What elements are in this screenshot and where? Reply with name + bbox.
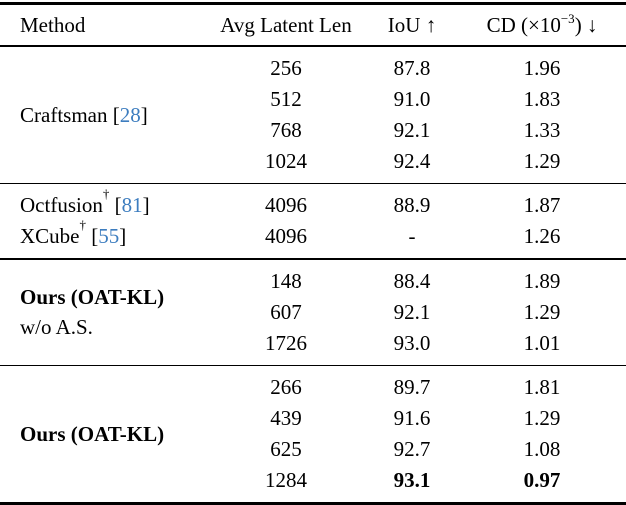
cell-latent-len: 625 — [270, 437, 302, 461]
citation-bracket: ] — [140, 102, 148, 127]
cell-cd: 1.87 — [523, 193, 561, 217]
cell-iou: - — [408, 224, 416, 248]
cell-iou: 91.0 — [393, 86, 431, 111]
header-iou: IoU ↑ — [387, 12, 437, 37]
group-divider-rule — [0, 258, 626, 260]
method-label-xcube: XCube† [55] — [0, 218, 206, 249]
cell-iou: 88.9 — [393, 193, 431, 217]
citation-bracket: ] — [142, 193, 150, 217]
header-method: Method — [20, 12, 86, 37]
cell-iou: 92.1 — [393, 299, 431, 324]
header-cd-end: ) ↓ — [574, 13, 598, 37]
cell-latent-len: 512 — [270, 86, 302, 111]
citation-link[interactable]: 81 — [121, 193, 143, 217]
cell-cd: 1.29 — [523, 299, 561, 324]
cell-latent-len: 266 — [270, 375, 302, 399]
header-cd: CD (×10−3) ↓ — [458, 10, 626, 38]
method-label-octfusion: Octfusion† [81] — [0, 187, 206, 218]
header-avg-latent-len: Avg Latent Len — [220, 12, 352, 37]
method-name: Octfusion — [20, 193, 103, 217]
method-label-craftsman: Craftsman [28] — [0, 53, 206, 177]
cell-latent-len: 1726 — [265, 330, 307, 355]
cell-iou: 88.4 — [393, 268, 431, 293]
cell-iou: 92.1 — [393, 117, 431, 142]
method-label-ours: Ours (OAT-KL) — [0, 372, 206, 496]
citation-link[interactable]: 28 — [119, 102, 141, 127]
group-baselines: Octfusion† [81] 4096 88.9 1.87 XCube† [5… — [0, 184, 626, 258]
cell-iou-best: 93.1 — [393, 468, 431, 492]
header-rule — [0, 45, 626, 47]
group-craftsman: Craftsman [28] 256 87.8 1.96 512 91.0 1.… — [0, 47, 626, 183]
citation-bracket: [ — [114, 193, 122, 217]
cell-iou: 92.7 — [393, 437, 431, 461]
cell-cd: 1.01 — [523, 330, 561, 355]
cell-latent-len: 4096 — [265, 224, 307, 248]
citation-bracket: [ — [91, 224, 99, 248]
group-ours: Ours (OAT-KL) 266 89.7 1.81 439 91.6 1.2… — [0, 366, 626, 502]
dagger-icon: † — [102, 186, 110, 202]
method-subline: w/o A.S. — [20, 315, 93, 339]
cell-cd: 1.81 — [523, 375, 561, 399]
method-name: Craftsman — [20, 102, 108, 127]
cell-latent-len: 148 — [270, 268, 302, 293]
method-name: XCube — [20, 224, 80, 248]
group-ours-wo-as: Ours (OAT-KL) w/o A.S. 148 88.4 1.89 607… — [0, 260, 626, 365]
header-cd-exponent: −3 — [560, 10, 575, 26]
method-name: Ours (OAT-KL) — [20, 285, 165, 309]
top-rule — [0, 2, 626, 5]
group-ours-wo-as-data: 148 88.4 1.89 607 92.1 1.29 1726 93.0 1.… — [206, 266, 626, 359]
citation-bracket: [ — [112, 102, 120, 127]
method-label-ours-wo-as: Ours (OAT-KL) w/o A.S. — [0, 266, 206, 359]
method-name: Ours (OAT-KL) — [20, 422, 165, 446]
cell-cd: 1.29 — [523, 148, 561, 173]
cell-cd: 1.26 — [523, 224, 561, 248]
cell-cd: 1.83 — [523, 86, 561, 111]
group-divider-rule — [0, 364, 626, 366]
cell-latent-len: 256 — [270, 55, 302, 80]
cell-latent-len: 4096 — [265, 193, 307, 217]
table-header-row: Method Avg Latent Len IoU ↑ CD (×10−3) ↓ — [0, 5, 626, 45]
cell-cd: 1.96 — [523, 55, 561, 80]
cell-cd: 1.33 — [523, 117, 561, 142]
citation-bracket: ] — [119, 224, 127, 248]
group-craftsman-data: 256 87.8 1.96 512 91.0 1.83 768 92.1 1.3… — [206, 53, 626, 177]
citation-link[interactable]: 55 — [98, 224, 120, 248]
cell-iou: 89.7 — [393, 375, 431, 399]
cell-cd: 1.08 — [523, 437, 561, 461]
cell-cd: 1.29 — [523, 406, 561, 430]
cell-iou: 92.4 — [393, 148, 431, 173]
cell-cd-best: 0.97 — [523, 468, 561, 492]
header-cd-base: CD (×10 — [486, 13, 561, 37]
cell-latent-len: 1284 — [265, 468, 307, 492]
cell-iou: 93.0 — [393, 330, 431, 355]
cell-latent-len: 1024 — [265, 148, 307, 173]
dagger-icon: † — [79, 217, 87, 233]
cell-iou: 87.8 — [393, 55, 431, 80]
group-ours-data: 266 89.7 1.81 439 91.6 1.29 625 92.7 1.0… — [206, 372, 626, 496]
cell-latent-len: 607 — [270, 299, 302, 324]
group-divider-rule — [0, 182, 626, 184]
cell-latent-len: 768 — [270, 117, 302, 142]
cell-latent-len: 439 — [270, 406, 302, 430]
cell-iou: 91.6 — [393, 406, 431, 430]
cell-cd: 1.89 — [523, 268, 561, 293]
